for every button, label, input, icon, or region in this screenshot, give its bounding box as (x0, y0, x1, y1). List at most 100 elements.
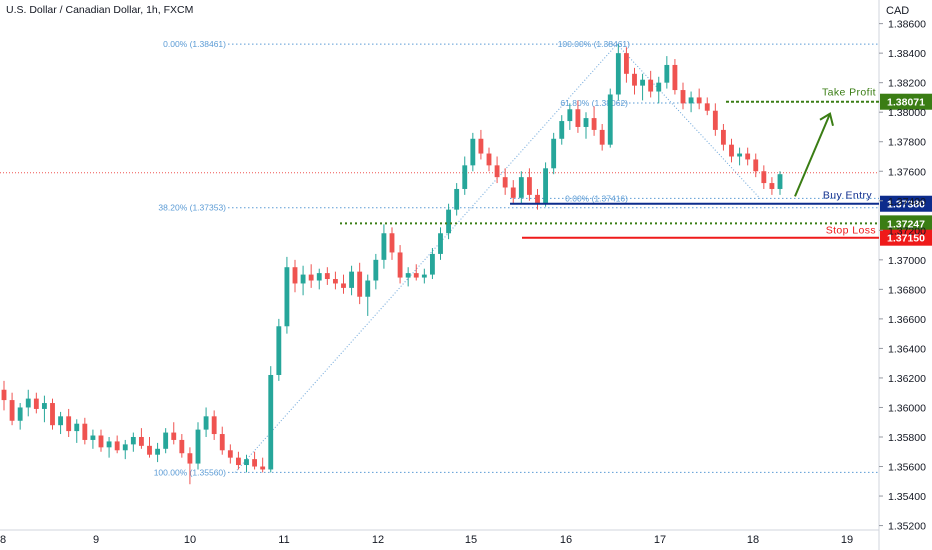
y-tick-label: 1.35600 (888, 462, 926, 474)
candle-body (745, 153, 751, 160)
candle-body (203, 416, 209, 430)
price-tag-label: 1.37150 (887, 233, 925, 245)
buy-entry-label: Buy Entry (823, 190, 872, 202)
candle-body (640, 79, 646, 86)
candle-body (187, 453, 193, 464)
price-tag-bg (880, 215, 932, 232)
candle-body (672, 64, 678, 91)
fib-level-label: 100.00% (1.38461) (558, 39, 630, 49)
target-arrow-shaft (794, 113, 831, 197)
candle-body (575, 109, 581, 127)
candle-body (470, 138, 476, 166)
candle-body (454, 188, 460, 210)
candle-body (9, 400, 15, 421)
candle-body (211, 416, 217, 435)
candle-body (761, 171, 767, 184)
y-tick-label: 1.38000 (888, 107, 926, 119)
candle-body (219, 434, 225, 451)
candle-body (260, 466, 266, 470)
y-tick-label: 1.37800 (888, 137, 926, 149)
candle-body (308, 274, 314, 281)
time-axis: 8 9 10 11 12 15 16 17 18 19 (0, 534, 853, 546)
candle-body (632, 73, 637, 86)
candle-body (704, 103, 710, 111)
fib-level-label: 38.20% (1.37353) (158, 203, 226, 213)
candle-body (486, 153, 492, 166)
x-tick-label: 17 (654, 534, 666, 546)
candle-body (365, 280, 371, 297)
y-tick-label: 1.37600 (888, 166, 926, 178)
candle-body (106, 441, 112, 448)
currency-label: CAD (886, 5, 910, 17)
candle-body (429, 253, 435, 275)
target-arrow-head (819, 112, 834, 126)
candle-body (551, 138, 557, 169)
candle-body (130, 436, 136, 445)
price-tag-bg (880, 229, 932, 246)
candle-body (341, 283, 346, 288)
candle-body (171, 432, 177, 440)
candle-body (114, 441, 120, 451)
price-tag-label: 1.37380 (887, 199, 925, 211)
candle-body (17, 407, 23, 421)
candle-body (737, 153, 743, 157)
candle-body (138, 436, 144, 446)
candle-body (389, 233, 395, 253)
candle-body (155, 448, 161, 455)
y-tick-label: 1.36400 (888, 343, 926, 355)
candle-body (438, 233, 443, 254)
fib-level-label: 0.00% (1.38461) (163, 39, 226, 49)
candle-body (292, 267, 298, 284)
y-tick-label: 1.36600 (888, 314, 926, 326)
candle-body (413, 273, 419, 278)
candle-body (25, 398, 31, 408)
candle-body (357, 271, 363, 297)
candle-body (510, 187, 516, 198)
y-tick-label: 1.35200 (888, 521, 926, 533)
candle-body (623, 53, 629, 74)
price-tag-bg (880, 195, 932, 212)
x-tick-label: 16 (560, 534, 572, 546)
x-tick-label: 15 (465, 534, 477, 546)
candle-body (82, 423, 88, 440)
y-tick-label: 1.35800 (888, 432, 926, 444)
candle-body (268, 374, 274, 470)
candle-body (122, 444, 128, 451)
y-tick-label: 1.38200 (888, 78, 926, 90)
candle-body (502, 177, 508, 188)
candle-body (559, 121, 565, 139)
candle-body (1, 389, 7, 401)
candle-body (90, 435, 96, 440)
candle-body (324, 273, 330, 280)
stop-loss-label: Stop Loss (826, 225, 876, 237)
candle-body (688, 97, 694, 104)
y-tick-label: 1.35400 (888, 491, 926, 503)
y-tick-label: 1.38600 (888, 19, 926, 31)
fib-level-label: 0.00% (1.37416) (565, 193, 628, 203)
y-tick-label: 1.36200 (888, 373, 926, 385)
candle-body (41, 403, 47, 409)
candle-body (648, 79, 654, 92)
price-tag-label: 1.37247 (887, 218, 925, 230)
candle-body (252, 459, 258, 467)
candle-body (656, 82, 662, 92)
candle-body (615, 53, 621, 95)
candle-body (98, 435, 104, 448)
candle-body (729, 144, 734, 157)
x-tick-label: 10 (184, 534, 196, 546)
candle-body (583, 118, 589, 127)
candle-body (284, 267, 290, 327)
candle-body (316, 273, 322, 281)
candlestick-series (1, 44, 783, 485)
candle-body (179, 439, 185, 454)
candle-body (753, 159, 759, 172)
candle-body (405, 273, 411, 278)
fib-level-label: 61.80% (1.38062) (560, 98, 628, 108)
candle-body (58, 416, 64, 426)
y-tick-label: 1.37000 (888, 255, 926, 267)
candle-body (777, 174, 783, 189)
y-tick-label: 1.38400 (888, 48, 926, 60)
candle-body (300, 274, 306, 284)
candle-body (195, 429, 201, 464)
